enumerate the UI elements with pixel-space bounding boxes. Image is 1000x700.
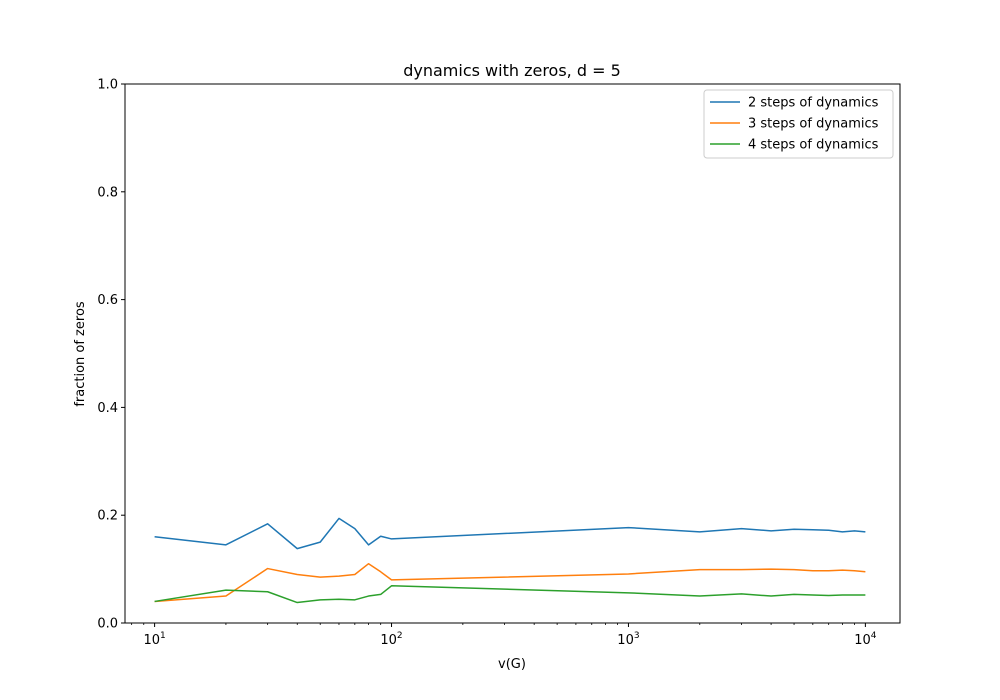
y-tick-label: 1.0 bbox=[97, 78, 118, 93]
legend-entry: 2 steps of dynamics bbox=[748, 96, 879, 111]
y-tick-label: 0.6 bbox=[97, 293, 118, 308]
series-line bbox=[154, 585, 866, 604]
y-tick-label: 0.4 bbox=[97, 401, 118, 416]
chart-title: dynamics with zeros, d = 5 bbox=[403, 61, 621, 80]
legend-entry: 3 steps of dynamics bbox=[748, 117, 879, 132]
legend-entry: 4 steps of dynamics bbox=[748, 138, 879, 153]
legend-box bbox=[703, 89, 894, 159]
plot-frame bbox=[124, 83, 901, 624]
x-axis-label: v(G) bbox=[498, 657, 526, 672]
series-line bbox=[154, 562, 866, 603]
x-tick-label: 104 bbox=[854, 631, 877, 648]
y-tick-label: 0.0 bbox=[97, 617, 118, 632]
series-layer bbox=[154, 517, 866, 604]
series-line bbox=[154, 517, 866, 550]
y-tick-label: 0.2 bbox=[97, 509, 118, 524]
y-tick-label: 0.8 bbox=[97, 185, 118, 200]
y-axis-label: fraction of zeros bbox=[73, 301, 88, 407]
x-tick-label: 102 bbox=[380, 631, 402, 648]
legend: 2 steps of dynamics 3 steps of dynamics 4 … bbox=[703, 89, 894, 159]
x-tick-label: 103 bbox=[617, 631, 639, 648]
ticks-layer: 0.0 0.2 0.4 0.6 0.8 1.0 101 102 103 104 bbox=[97, 78, 876, 649]
x-tick-label: 101 bbox=[143, 631, 165, 648]
